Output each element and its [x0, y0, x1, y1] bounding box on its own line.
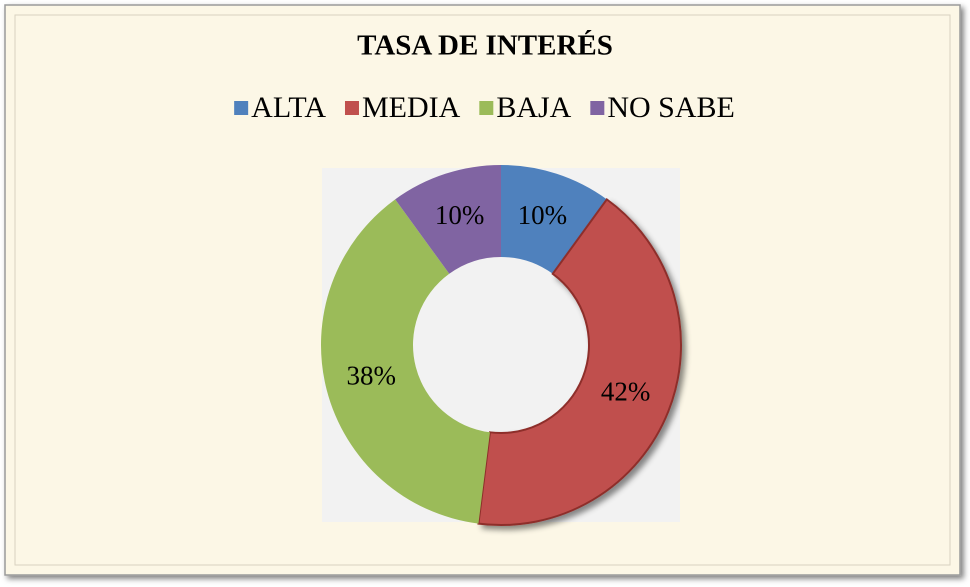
legend-swatch [344, 101, 359, 115]
legend-swatch [479, 101, 494, 115]
donut-segment [321, 199, 490, 524]
chart-title: TASA DE INTERÉS [357, 29, 613, 62]
legend-swatch [234, 101, 249, 115]
legend-label: NO SABE [607, 91, 735, 124]
data-label: 10% [435, 200, 485, 230]
donut-segment [395, 165, 501, 274]
legend-label: MEDIA [362, 91, 461, 124]
data-label: 38% [346, 361, 396, 391]
legend-label: BAJA [496, 91, 571, 124]
legend-label: ALTA [251, 91, 326, 124]
inner-frame [14, 14, 951, 566]
data-label: 42% [601, 377, 651, 407]
donut-segment [477, 197, 682, 526]
legend-swatch [590, 101, 605, 115]
data-label: 10% [518, 200, 568, 230]
donut-segment [501, 165, 607, 274]
